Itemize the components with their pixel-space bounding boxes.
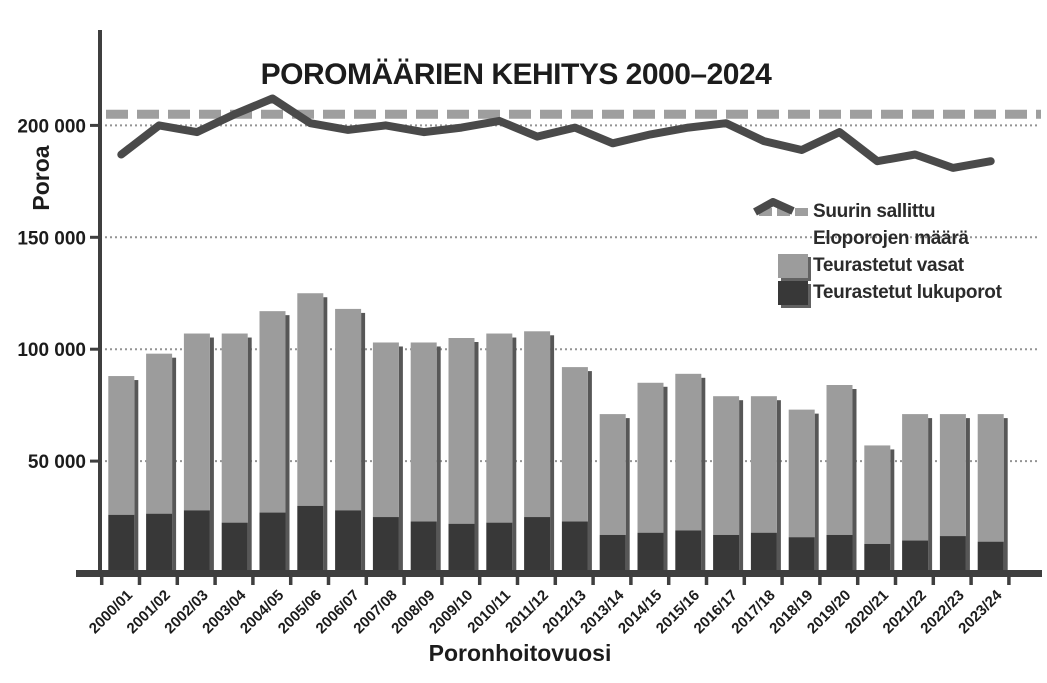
bar-segment-vasat (372, 342, 399, 518)
bar-segment-vasat (788, 409, 815, 538)
x-tick-labels: 2000/012001/022002/032003/042004/052005/… (86, 586, 1006, 637)
bar-segment-vasat (561, 367, 588, 522)
bar-segment-vasat (146, 353, 173, 514)
legend-label: Teurastetut vasat (813, 254, 964, 276)
bar-shadow (512, 337, 517, 573)
y-tick-labels: 50 000 100 000 150 000 200 000 (17, 116, 86, 473)
dashed-line-icon (752, 207, 808, 216)
bar-segment-lukuporot (864, 543, 891, 573)
bar-shadow (134, 380, 139, 573)
bar-segment-lukuporot (410, 521, 437, 573)
bar-segment-vasat (713, 396, 740, 535)
bar-segment-vasat (939, 414, 966, 537)
bar-shadow (1003, 418, 1008, 573)
bar-shadow (398, 346, 403, 573)
bar-segment-lukuporot (788, 537, 815, 573)
bar-shadow (285, 315, 290, 573)
bar-segment-vasat (599, 414, 626, 535)
bar-segment-vasat (826, 385, 853, 535)
bar-segment-vasat (524, 331, 551, 518)
bar-segment-lukuporot (637, 532, 664, 573)
bar-shadow (928, 418, 933, 573)
bar-segment-vasat (410, 342, 437, 522)
legend: Suurin sallittu Eloporojen määrä Teurast… (752, 198, 1002, 306)
legend-item-eloporojen-maara: Eloporojen määrä (752, 198, 1002, 252)
bar-shadow (852, 389, 857, 573)
bar-segment-lukuporot (713, 534, 740, 573)
legend-item-suurin-sallittu: Suurin sallittu (752, 198, 1002, 225)
y-axis-title: Poroa (28, 145, 54, 210)
legend-label: Eloporojen määrä (813, 227, 969, 249)
bar-segment-vasat (297, 293, 324, 506)
x-axis-title: Poronhoitovuosi (429, 640, 612, 666)
bar-segment-lukuporot (750, 532, 777, 573)
bar-segment-lukuporot (108, 514, 135, 573)
legend-label: Teurastetut lukuporot (813, 281, 1002, 303)
bar-segment-vasat (637, 382, 664, 533)
bar-segment-vasat (750, 396, 777, 533)
bar-shadow (814, 413, 819, 573)
eloporot-line (117, 94, 995, 172)
bar-series (108, 293, 1008, 573)
bar-shadow (550, 335, 555, 573)
bar-shadow (701, 377, 706, 573)
bar-segment-lukuporot (939, 536, 966, 573)
bar-shadow (474, 342, 479, 573)
light-square-icon (752, 253, 808, 278)
bar-segment-lukuporot (448, 523, 475, 573)
line-series (106, 94, 1041, 172)
legend-item-teurastetut-lukuporot: Teurastetut lukuporot (752, 279, 1002, 306)
bar-segment-lukuporot (902, 540, 929, 573)
chart-title: POROMÄÄRIEN KEHITYS 2000–2024 (261, 58, 773, 91)
bar-segment-lukuporot (524, 517, 551, 573)
bar-segment-vasat (108, 376, 135, 515)
bar-segment-vasat (864, 445, 891, 544)
bar-segment-vasat (183, 333, 210, 511)
bar-shadow (209, 337, 214, 573)
bar-shadow (436, 346, 441, 573)
bar-segment-vasat (902, 414, 929, 541)
bar-segment-vasat (675, 373, 702, 531)
bar-segment-lukuporot (221, 522, 248, 573)
bar-segment-vasat (259, 311, 286, 513)
y-tick-label: 50 000 (28, 452, 86, 473)
bar-shadow (247, 337, 252, 573)
bar-segment-vasat (221, 333, 248, 523)
y-tick-label: 150 000 (17, 228, 86, 249)
bar-segment-lukuporot (372, 517, 399, 573)
bar-shadow (587, 371, 592, 573)
bar-segment-vasat (448, 338, 475, 524)
bar-segment-lukuporot (335, 510, 362, 573)
bar-segment-lukuporot (183, 510, 210, 573)
bar-shadow (323, 297, 328, 573)
bar-segment-lukuporot (977, 541, 1004, 573)
bar-shadow (172, 357, 177, 573)
axis-ticks (90, 123, 1011, 585)
bar-shadow (890, 449, 895, 573)
legend-label: Suurin sallittu (813, 200, 936, 222)
dark-square-icon (752, 280, 808, 305)
bar-segment-lukuporot (675, 530, 702, 573)
bar-shadow (739, 400, 744, 573)
bar-segment-lukuporot (297, 505, 324, 573)
legend-item-teurastetut-vasat: Teurastetut vasat (752, 252, 1002, 279)
bar-segment-lukuporot (146, 513, 173, 573)
y-tick-label: 100 000 (17, 340, 86, 361)
bar-shadow (663, 386, 668, 573)
bar-segment-lukuporot (826, 534, 853, 573)
bar-segment-vasat (486, 333, 513, 523)
bar-shadow (776, 400, 781, 573)
bar-shadow (965, 418, 970, 573)
bar-segment-vasat (335, 308, 362, 511)
bar-shadow (625, 418, 630, 573)
bar-segment-lukuporot (599, 534, 626, 573)
y-tick-label: 200 000 (17, 116, 86, 137)
bar-segment-lukuporot (561, 521, 588, 573)
bar-segment-lukuporot (259, 512, 286, 573)
bar-segment-vasat (977, 414, 1004, 542)
bar-shadow (361, 312, 366, 573)
bar-segment-lukuporot (486, 522, 513, 573)
